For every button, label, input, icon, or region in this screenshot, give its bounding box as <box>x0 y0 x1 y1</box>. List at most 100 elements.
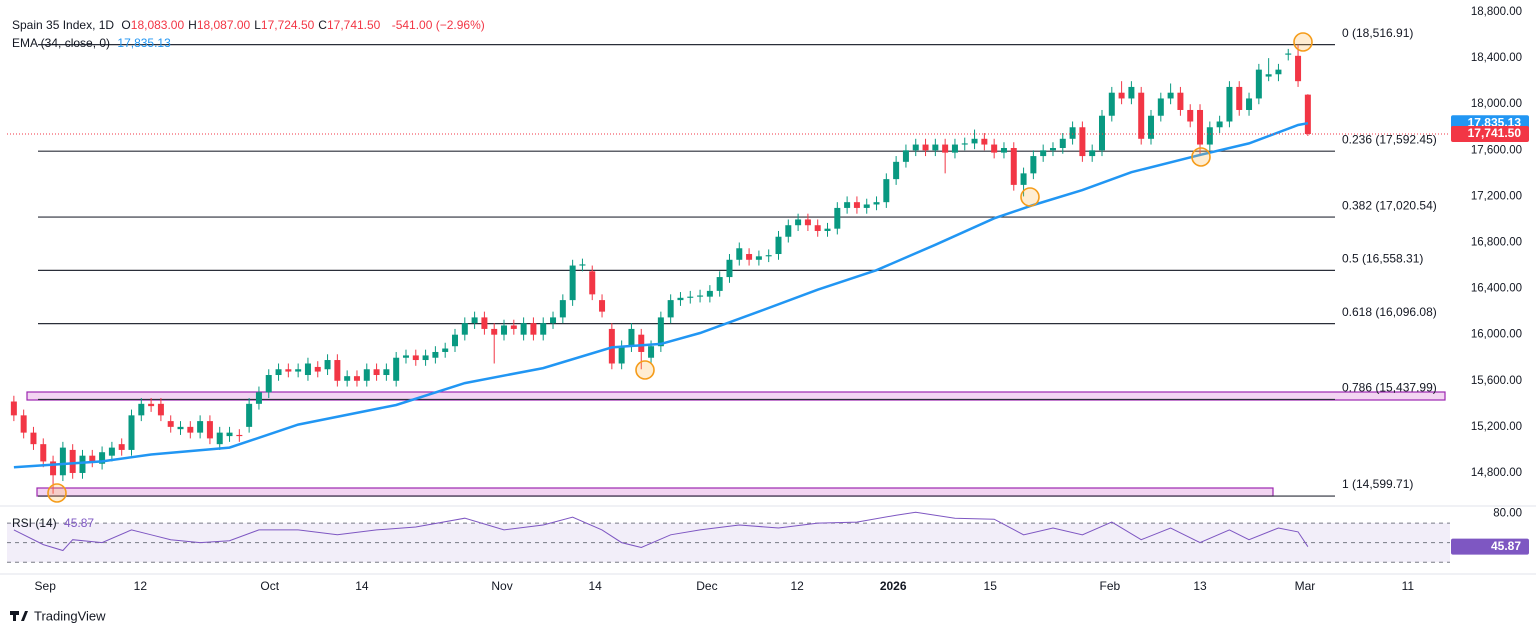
y-tick-label: 16,800.00 <box>1471 237 1522 249</box>
candle-body <box>540 323 547 335</box>
candle-body <box>1246 98 1253 110</box>
annotation-circle <box>1020 187 1040 207</box>
candle-body <box>804 219 811 226</box>
brand-logo: TradingView <box>10 608 106 623</box>
candle-body <box>618 346 625 364</box>
candle-body <box>1000 148 1007 153</box>
candle-body <box>501 325 508 335</box>
candle-body <box>746 254 753 260</box>
annotation-circles <box>47 32 1313 503</box>
candle-body <box>461 323 468 335</box>
y-tick-label: 18,000.00 <box>1471 98 1522 110</box>
candle-body <box>530 323 537 335</box>
x-tick-label: Mar <box>1295 579 1316 593</box>
candle-body <box>932 144 939 151</box>
candle-body <box>1020 173 1027 185</box>
candle-body <box>814 225 821 231</box>
candle-body <box>69 449 76 473</box>
ohlc-label: O <box>121 18 131 32</box>
candle-body <box>1040 150 1047 157</box>
candle-body <box>1275 69 1282 75</box>
candle-body <box>59 447 66 476</box>
candle-body <box>638 334 645 352</box>
candle-body <box>1187 109 1194 122</box>
x-tick-label: Nov <box>491 579 512 593</box>
candle-body <box>197 421 204 433</box>
rsi-tick-label: 80.00 <box>1493 507 1522 519</box>
candle-body <box>334 360 341 381</box>
candle-body <box>314 366 321 372</box>
candle-body <box>550 317 557 324</box>
candle-body <box>442 348 449 352</box>
candle-body <box>265 375 272 393</box>
candle-body <box>1167 92 1174 99</box>
y-tick-label: 15,200.00 <box>1471 421 1522 433</box>
last-price-box <box>1451 126 1529 143</box>
candle-body <box>1138 92 1145 139</box>
candle-body <box>863 204 870 208</box>
candle-body <box>128 415 135 450</box>
rsi-name: RSI (14) <box>12 516 57 530</box>
candle-body <box>363 369 370 381</box>
candle-body <box>853 202 860 208</box>
candle-body <box>716 277 723 291</box>
ema-value: 17,835.13 <box>117 36 171 50</box>
candle-body <box>1148 115 1155 139</box>
candle-body <box>1049 148 1056 151</box>
zone-box <box>26 391 1446 401</box>
y-tick-label: 18,400.00 <box>1471 52 1522 64</box>
candle-body <box>187 426 194 433</box>
candle-body <box>569 265 576 301</box>
brand-name: TradingView <box>34 608 106 623</box>
change: -541.00 (−2.96%) <box>391 18 485 32</box>
y-tick-label: 16,000.00 <box>1471 329 1522 341</box>
x-tick-label: 14 <box>355 579 369 593</box>
candle-body <box>765 255 772 257</box>
candle-body <box>177 426 184 430</box>
candle-body <box>912 144 919 151</box>
candle-body <box>971 138 978 144</box>
candle-body <box>255 392 262 404</box>
candle-body <box>1304 94 1311 135</box>
x-tick-label: 13 <box>1193 579 1207 593</box>
candle-body <box>1030 156 1037 174</box>
candle-body <box>1197 109 1204 145</box>
y-tick-label: 16,400.00 <box>1471 283 1522 295</box>
ohlc-value: 18,087.00 <box>196 18 251 32</box>
x-tick-label: 12 <box>134 579 148 593</box>
x-tick-label: Sep <box>35 579 57 593</box>
candle-body <box>667 300 674 318</box>
candle-body <box>824 228 831 231</box>
annotation-circle <box>635 360 655 380</box>
candle-body <box>353 376 360 381</box>
candle-body <box>648 346 655 358</box>
rsi-line <box>13 511 1309 552</box>
candle-body <box>118 444 125 450</box>
annotation-circle <box>1293 32 1313 52</box>
candle-body <box>1128 86 1135 99</box>
rsi-value-box <box>1451 538 1529 555</box>
y-tick-label: 15,600.00 <box>1471 375 1522 387</box>
candle-body <box>961 143 968 145</box>
y-tick-label: 14,800.00 <box>1471 467 1522 479</box>
candle-body <box>295 369 302 372</box>
x-tick-label: 12 <box>790 579 804 593</box>
candle-body <box>1157 98 1164 116</box>
candle-body <box>1010 148 1017 185</box>
x-tick-label: 11 <box>1402 579 1415 593</box>
rsi-value: 45.87 <box>64 516 95 530</box>
candle-body <box>1255 69 1262 99</box>
zone-box <box>36 487 1274 497</box>
rsi-legend: RSI (14) 45.87 <box>12 515 98 531</box>
candle-body <box>883 179 890 203</box>
symbol-name: Spain 35 Index, 1D <box>12 18 115 32</box>
x-tick-label: 2026 <box>880 579 907 593</box>
candle-body <box>922 144 929 151</box>
candle-body <box>236 434 243 437</box>
ohlc-value: 17,724.50 <box>260 18 315 32</box>
candle-body <box>40 444 47 462</box>
candle-body <box>1089 150 1096 157</box>
candle-body <box>795 219 802 226</box>
y-tick-label: 17,600.00 <box>1471 144 1522 156</box>
candle-body <box>1069 127 1076 139</box>
